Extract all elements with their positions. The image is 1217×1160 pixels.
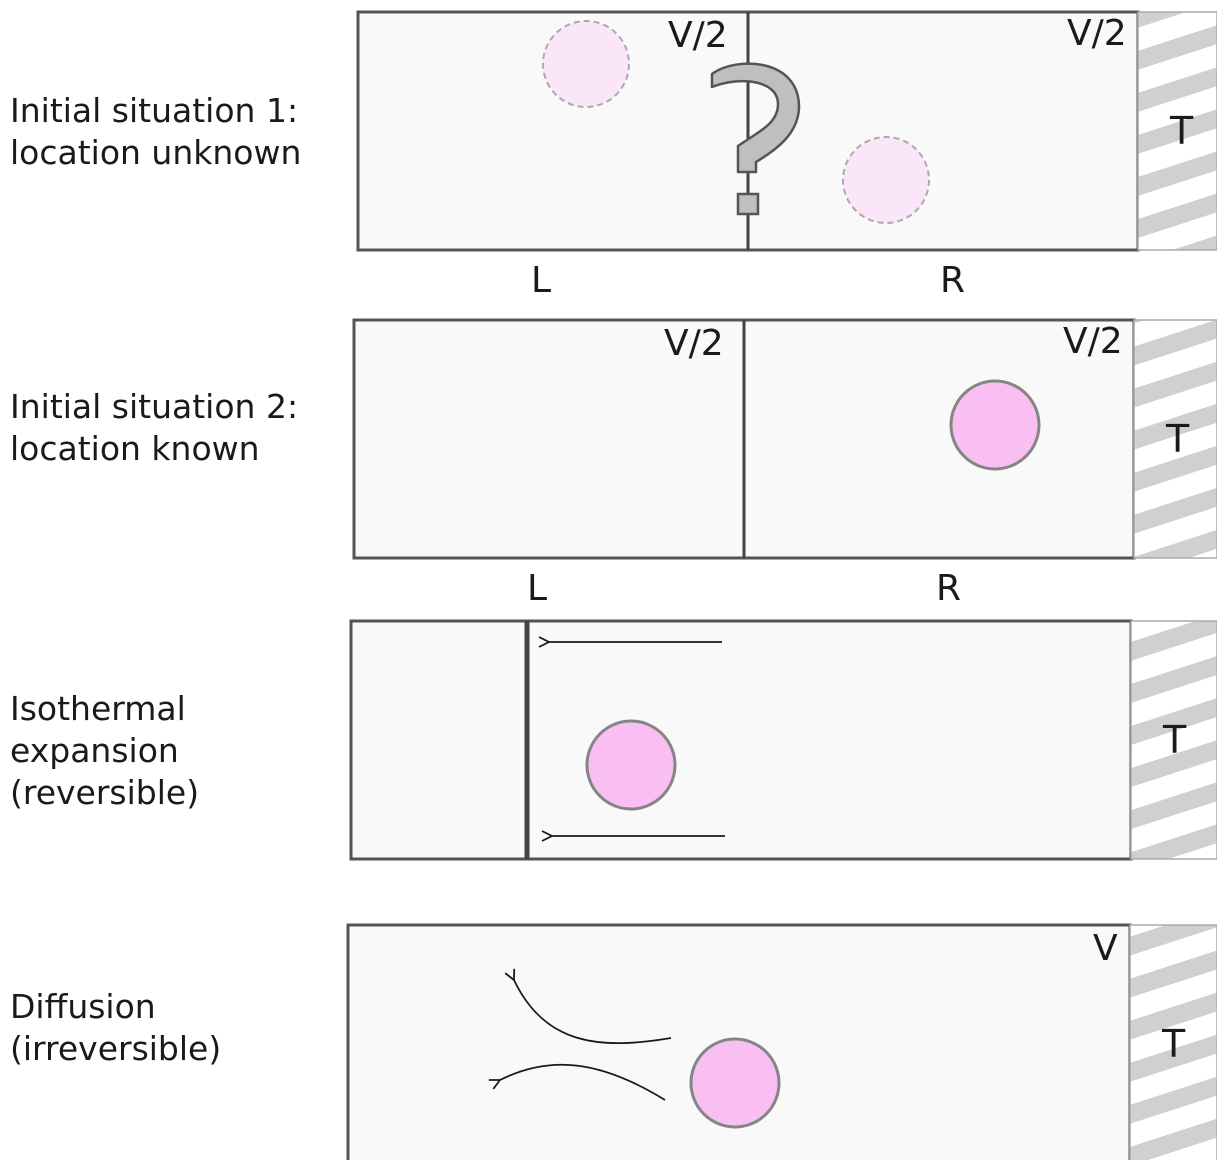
- row4-reservoir-label: T: [1161, 1022, 1186, 1066]
- row1-caption-line1: Initial situation 1:: [10, 91, 298, 130]
- row3-reservoir: [1130, 620, 1217, 860]
- row-diffusion: Diffusion (irreversible) V T: [10, 923, 1217, 1160]
- row-initial-situation-2: Initial situation 2: location known V/2 …: [10, 318, 1217, 609]
- row1-right-side-label: R: [940, 260, 965, 301]
- row3-box: [349, 619, 1133, 861]
- row1-reservoir-label: T: [1169, 109, 1194, 153]
- row2-left-side-label: L: [527, 568, 547, 609]
- row4-caption-line1: Diffusion: [10, 987, 156, 1026]
- row4-arrow-lower: [500, 1063, 666, 1101]
- row4-caption-line2: (irreversible): [10, 1029, 221, 1068]
- row4-volume-label: V: [1093, 928, 1118, 969]
- row2-right-volume-label: V/2: [1063, 321, 1123, 362]
- row-initial-situation-1: Initial situation 1: location unknown V/…: [10, 10, 1217, 301]
- row2-particle: [949, 379, 1041, 471]
- row3-caption-line3: (reversible): [10, 773, 199, 812]
- row1-particle-right-possible: [842, 136, 930, 224]
- row1-left-side-label: L: [531, 260, 551, 301]
- row2-right-side-label: R: [936, 568, 961, 609]
- row3-reservoir-label: T: [1162, 718, 1187, 762]
- question-mark-icon: [710, 62, 801, 216]
- row4-arrow-upper: [514, 980, 672, 1045]
- row2-caption-line2: location known: [10, 429, 260, 468]
- row2-reservoir-label: T: [1165, 417, 1190, 461]
- row1-right-volume-label: V/2: [1067, 13, 1127, 54]
- row3-caption-line2: expansion: [10, 731, 179, 770]
- row2-left-volume-label: V/2: [664, 323, 724, 364]
- row3-particle: [585, 719, 677, 811]
- row2-reservoir: [1133, 319, 1217, 559]
- row3-caption-line1: Isothermal: [10, 689, 186, 728]
- row1-reservoir: [1137, 11, 1217, 251]
- row1-caption-line2: location unknown: [10, 133, 301, 172]
- row-isothermal-expansion: Isothermal expansion (reversible) T: [10, 619, 1217, 861]
- row1-left-volume-label: V/2: [668, 15, 728, 56]
- row4-reservoir: [1129, 924, 1217, 1160]
- row2-caption-line1: Initial situation 2:: [10, 387, 298, 426]
- row4-particle: [689, 1037, 781, 1129]
- row1-particle-left-possible: [542, 20, 630, 108]
